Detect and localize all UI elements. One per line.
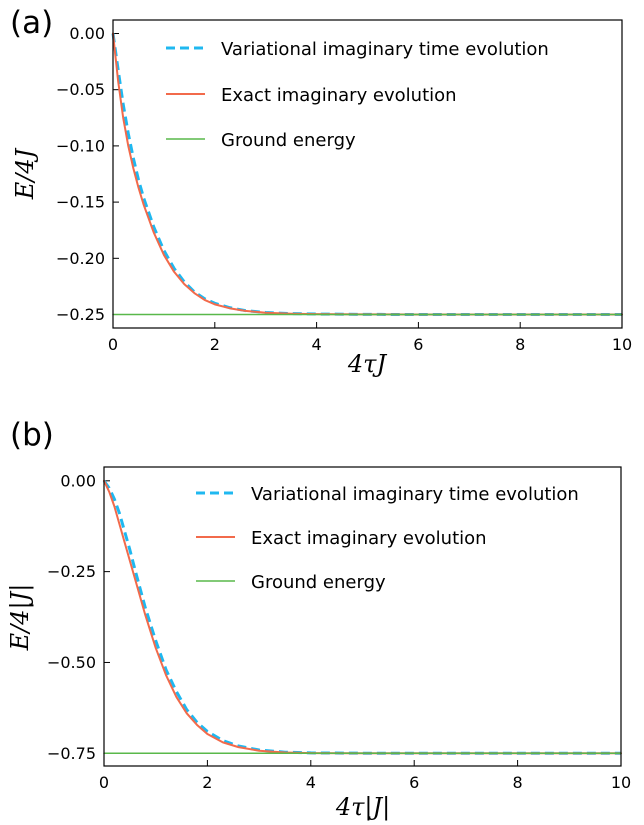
panel-b-legend-label-ground: Ground energy [251,572,386,593]
panel-b-y-tick-label-1: −0.25 [47,562,96,581]
panel-a-y-tick-label-0: 0.00 [69,24,105,43]
panel-b-y-axis-label: E/4|J| [6,584,35,652]
panel-a-y-tick-label-2: −0.10 [56,136,105,155]
panel-a-x-tick-label-4: 8 [515,335,525,354]
panel-a-x-tick-label-3: 6 [413,335,423,354]
panel-a-y-axis-label: E/4J [11,147,39,200]
panel-a-legend-label-ground: Ground energy [221,130,356,151]
panel-b-legend-label-exact: Exact imaginary evolution [251,528,487,549]
panel-b-axes-frame [103,466,622,767]
panel-b-series-variational-imaginary-time-evolution-line [102,479,621,755]
panel-a-legend: Variational imaginary time evolution Exa… [166,39,549,151]
panel-b-y-tick-label-0: 0.00 [60,471,96,490]
panel-a-x-tick-label-1: 2 [210,335,220,354]
panel-b-plot-area [102,479,622,755]
panel-b-x-tick-label-3: 6 [409,773,419,792]
panel-b-x-tick-label-1: 2 [202,773,212,792]
panel-a-x-tick-label-5: 10 [612,335,632,354]
panel-a-y-tick-label-4: −0.20 [56,249,105,268]
panel-a: (a) 0 2 4 6 8 10 0.00 −0.05 −0.10 −0.15 −0.20 −0.25… [10,5,632,378]
panel-a-x-tick-label-0: 0 [108,335,118,354]
panel-b: (b) 0 2 4 6 8 10 0.00 −0.25 −0.50 −0.75 Variation… [6,417,631,822]
panel-a-axes-frame [112,19,623,329]
panel-a-series-variational-imaginary-time-evolution-line [111,33,622,317]
panel-b-x-tick-label-0: 0 [99,773,109,792]
panel-a-series-exact-imaginary-evolution-line [112,32,623,316]
panel-b-y-tick-label-3: −0.75 [47,744,96,763]
panel-b-x-axis-label: 4τ|J| [335,793,390,822]
panel-b-legend: Variational imaginary time evolution Exa… [196,484,579,593]
panel-b-label: (b) [10,417,54,453]
panel-a-label: (a) [10,5,53,41]
panel-b-series-exact-imaginary-evolution-line [103,479,622,755]
panel-a-x-tick-label-2: 4 [312,335,322,354]
panel-a-y-tick-label-5: −0.25 [56,305,105,324]
panel-b-x-tick-label-5: 10 [611,773,631,792]
panel-a-x-axis-label: 4τJ [347,350,388,378]
panel-b-legend-label-variational: Variational imaginary time evolution [251,484,579,505]
panel-a-y-tick-label-3: −0.15 [56,193,105,212]
panel-a-plot-area [111,32,623,317]
panel-a-y-tick-label-1: −0.05 [56,80,105,99]
panel-a-legend-label-exact: Exact imaginary evolution [221,85,457,106]
panel-b-y-tick-label-2: −0.50 [47,653,96,672]
panel-b-x-tick-label-4: 8 [513,773,523,792]
panel-b-ticks: 0 2 4 6 8 10 0.00 −0.25 −0.50 −0.75 [47,471,631,792]
panel-b-x-tick-label-2: 4 [306,773,316,792]
panel-a-legend-label-variational: Variational imaginary time evolution [221,39,549,60]
